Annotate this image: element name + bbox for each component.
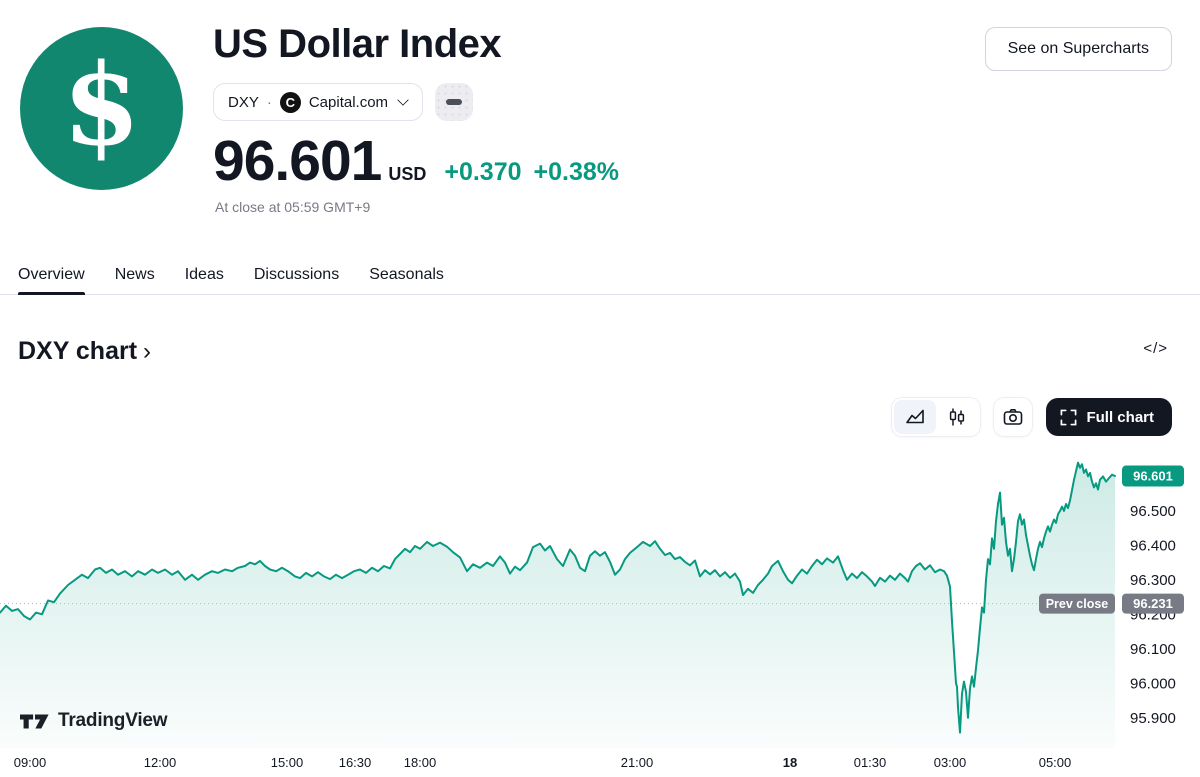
see-on-supercharts-button[interactable]: See on Supercharts <box>984 27 1172 71</box>
chevron-down-icon <box>397 94 409 106</box>
exchange-name: Capital.com <box>308 93 389 111</box>
symbol-row: DXY · C Capital.com <box>213 83 474 121</box>
price-change-percent: +0.38% <box>533 158 620 186</box>
prev-close-tag <box>1039 593 1115 614</box>
y-axis-label: 95.900 <box>1130 710 1176 727</box>
y-axis-label: 96.500 <box>1130 503 1176 520</box>
minus-icon <box>446 99 463 105</box>
x-axis-label: 09:00 <box>14 755 47 770</box>
price-row: 96.601 USD +0.370 +0.38% <box>213 128 619 194</box>
x-axis-label: 05:00 <box>1039 755 1072 770</box>
price-line <box>0 461 1116 734</box>
candles-chart-type-button[interactable] <box>936 400 978 434</box>
fullscreen-icon <box>1061 409 1077 425</box>
snapshot-button[interactable] <box>994 398 1033 436</box>
section-tabbar: Overview News Ideas Discussions Seasonals <box>0 255 1200 295</box>
x-axis-label: 18:00 <box>404 755 437 770</box>
symbol-ticker: DXY <box>228 93 259 111</box>
tradingview-brand-text: TradingView <box>58 710 168 731</box>
prev-close-value: 96.231 <box>1133 596 1173 611</box>
last-price-badge-value: 96.601 <box>1133 469 1173 484</box>
area-fill <box>0 462 1115 748</box>
x-axis-label: 18 <box>783 755 797 770</box>
x-axis-label: 16:30 <box>339 755 372 770</box>
x-axis-label: 15:00 <box>271 755 304 770</box>
full-chart-label: Full chart <box>1086 408 1154 426</box>
y-axis-label: 96.300 <box>1130 572 1176 589</box>
tab-seasonals[interactable]: Seasonals <box>369 265 444 283</box>
tradingview-attribution[interactable]: TradingView <box>20 710 168 732</box>
y-axis-label: 96.100 <box>1130 641 1176 658</box>
full-chart-button[interactable]: Full chart <box>1046 398 1172 436</box>
tab-news[interactable]: News <box>114 265 155 283</box>
price-chart-svg: 96.50096.40096.30096.20096.10096.00095.9… <box>0 461 1184 770</box>
x-axis-label: 01:30 <box>854 755 887 770</box>
x-axis-label: 03:00 <box>934 755 967 770</box>
chevron-right-icon: › <box>143 338 152 365</box>
section-heading: DXY chart <box>18 336 138 365</box>
page-title: US Dollar Index <box>213 22 502 66</box>
y-axis-label: 96.000 <box>1130 675 1176 692</box>
market-close-info: At close at 05:59 GMT+9 <box>215 199 371 215</box>
camera-icon <box>1004 409 1023 425</box>
last-price-badge <box>1122 465 1184 487</box>
instrument-logo: $ <box>20 27 183 190</box>
flag-button[interactable] <box>435 83 474 121</box>
x-axis-label: 12:00 <box>144 755 177 770</box>
y-axis-label: 96.400 <box>1130 537 1176 554</box>
prev-close-tag-label: Prev close <box>1046 597 1109 611</box>
chart-type-segmented-control <box>892 398 981 436</box>
symbol-source-dropdown[interactable]: DXY · C Capital.com <box>213 83 424 121</box>
tab-ideas[interactable]: Ideas <box>184 265 224 283</box>
price-change: +0.370 <box>444 158 522 186</box>
tab-overview[interactable]: Overview <box>18 255 85 295</box>
chart-toolbar: Full chart <box>892 398 1172 436</box>
area-chart-type-button[interactable] <box>894 400 937 434</box>
last-price: 96.601 <box>213 129 382 193</box>
exchange-logo-icon: C <box>279 91 301 113</box>
x-axis-label: 21:00 <box>621 755 654 770</box>
dxy-chart-heading-link[interactable]: DXY chart › <box>18 336 151 366</box>
tradingview-logo-icon <box>20 714 49 729</box>
embed-code-button[interactable]: </> <box>1143 340 1168 357</box>
candlestick-icon <box>950 408 965 426</box>
prev-close-value-badge <box>1122 593 1184 614</box>
dollar-sign-icon: $ <box>62 39 141 171</box>
price-chart-canvas[interactable]: 96.500 96.400 96.300 96.200 96.100 96.000 95.9… <box>0 448 1200 777</box>
area-chart-icon <box>906 409 925 424</box>
currency-label: USD <box>388 164 427 184</box>
tab-discussions[interactable]: Discussions <box>253 265 340 283</box>
dot-separator: · <box>266 93 272 111</box>
